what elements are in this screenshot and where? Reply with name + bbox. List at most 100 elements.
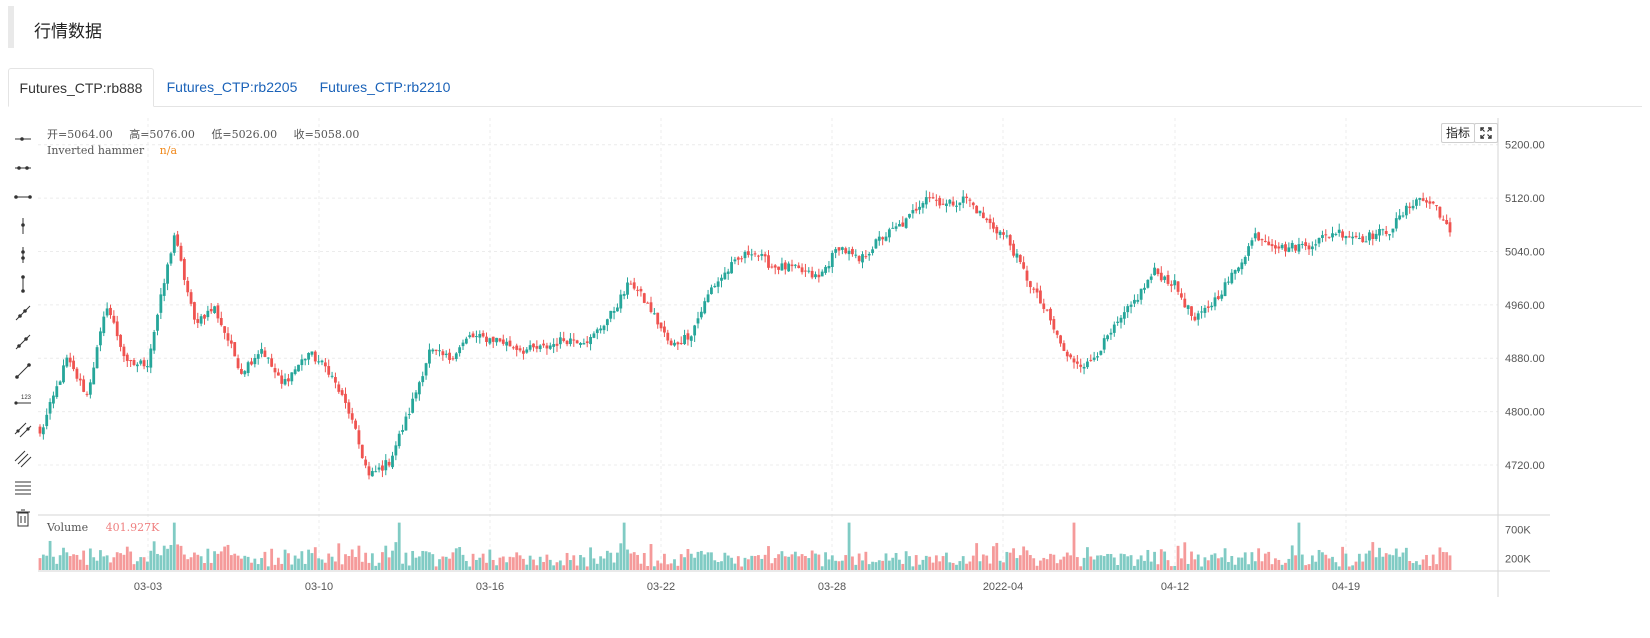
- volume-bar: [679, 554, 683, 570]
- trend-segment-tool-icon[interactable]: [8, 329, 38, 355]
- horizontal-segment-tool-icon[interactable]: [8, 155, 38, 181]
- volume-bar: [1233, 564, 1237, 570]
- candle-body: [1055, 330, 1059, 335]
- fibonacci-tool-icon[interactable]: [8, 474, 38, 500]
- volume-bar: [1304, 565, 1308, 570]
- horizontal-line-tool-icon[interactable]: [8, 184, 38, 210]
- candle-body: [971, 202, 975, 206]
- horizontal-ray-tool-icon[interactable]: [8, 126, 38, 152]
- volume-bar: [558, 560, 562, 570]
- candle-body: [1163, 276, 1167, 280]
- candle-body: [914, 208, 918, 211]
- volume-bar: [1096, 555, 1099, 570]
- volume-bar: [619, 543, 623, 570]
- volume-bar: [1398, 556, 1402, 570]
- volume-bar: [166, 548, 169, 570]
- indicator-button[interactable]: 指标: [1441, 123, 1475, 143]
- candle-body: [273, 368, 277, 373]
- candle-body: [881, 237, 885, 240]
- candle-body: [1341, 231, 1344, 238]
- price-label-tool-icon[interactable]: 123: [8, 387, 38, 413]
- candle-body: [1028, 281, 1032, 288]
- candle-body: [924, 197, 928, 205]
- volume-bar: [807, 558, 811, 570]
- candle-body: [394, 445, 398, 456]
- volume-bar: [377, 562, 381, 570]
- fullscreen-button[interactable]: [1474, 123, 1498, 143]
- candle-body: [968, 199, 972, 201]
- volume-bar: [52, 556, 55, 570]
- volume-bar: [696, 551, 700, 570]
- parallel-line-tool-icon[interactable]: [8, 416, 38, 442]
- volume-bar: [632, 552, 636, 570]
- tab-rb2205[interactable]: Futures_CTP:rb2205: [166, 79, 298, 95]
- volume-bar: [1374, 557, 1378, 570]
- volume-bar: [840, 560, 844, 570]
- volume-bar: [810, 550, 814, 570]
- time-tick-label: 04-12: [1161, 581, 1189, 593]
- candle-body: [62, 365, 65, 383]
- volume-bar: [485, 562, 488, 570]
- candle-body: [572, 339, 576, 341]
- volume-bar: [918, 564, 921, 570]
- trend-line-tool-icon[interactable]: [8, 358, 38, 384]
- page-title: 行情数据: [34, 22, 102, 41]
- volume-bar: [938, 561, 942, 570]
- candle-body: [1223, 282, 1227, 297]
- volume-bar: [213, 551, 216, 570]
- volume-bar: [1284, 562, 1287, 570]
- candle-body: [948, 199, 952, 204]
- candle-body: [82, 379, 86, 392]
- trash-icon[interactable]: [8, 505, 38, 531]
- candle-body: [471, 333, 475, 338]
- volume-bar: [699, 550, 703, 570]
- volume-bar: [538, 556, 542, 570]
- volume-bar: [636, 554, 639, 570]
- volume-bar: [710, 552, 713, 570]
- volume-bar: [1180, 558, 1183, 570]
- trend-ray-tool-icon[interactable]: [8, 300, 38, 326]
- volume-bar: [1059, 559, 1062, 570]
- volume-bar: [669, 563, 673, 570]
- vertical-segment-tool-icon[interactable]: [8, 242, 38, 268]
- candle-body: [770, 266, 774, 268]
- volume-bar: [1408, 560, 1412, 570]
- candle-body: [894, 226, 898, 229]
- candle-body: [780, 263, 784, 271]
- candle-body: [1139, 288, 1143, 300]
- candle-body: [884, 236, 888, 241]
- candle-body: [676, 342, 680, 345]
- candle-body: [1361, 236, 1365, 243]
- candle-body: [464, 338, 468, 344]
- candle-body: [1109, 332, 1113, 335]
- candle-body: [951, 201, 955, 206]
- candle-body: [532, 343, 535, 348]
- volume-bar: [384, 545, 388, 570]
- candle-body: [404, 416, 408, 431]
- candle-body: [790, 264, 794, 267]
- volume-bar: [498, 557, 502, 570]
- candle-body: [1106, 335, 1109, 340]
- volume-bar: [102, 556, 106, 570]
- vertical-line-tool-icon[interactable]: [8, 271, 38, 297]
- vertical-ray-tool-icon[interactable]: [8, 213, 38, 239]
- tab-rb888[interactable]: Futures_CTP:rb888: [8, 68, 154, 107]
- candle-body: [961, 196, 965, 203]
- volume-bar: [656, 560, 660, 570]
- tab-rb2210[interactable]: Futures_CTP:rb2210: [319, 79, 451, 95]
- candle-body: [696, 318, 700, 324]
- volume-bar: [1126, 556, 1130, 570]
- candle-body: [1428, 201, 1432, 204]
- volume-bar: [1445, 552, 1449, 570]
- candle-body: [793, 264, 797, 266]
- candle-body: [525, 349, 529, 353]
- channel-tool-icon[interactable]: [8, 445, 38, 471]
- candle-body: [887, 229, 891, 238]
- volume-bar: [1411, 563, 1415, 570]
- candle-body: [1133, 299, 1136, 304]
- candle-body: [448, 352, 451, 361]
- volume-bar: [1062, 556, 1066, 570]
- candle-body: [276, 372, 280, 376]
- volume-bar: [196, 554, 200, 570]
